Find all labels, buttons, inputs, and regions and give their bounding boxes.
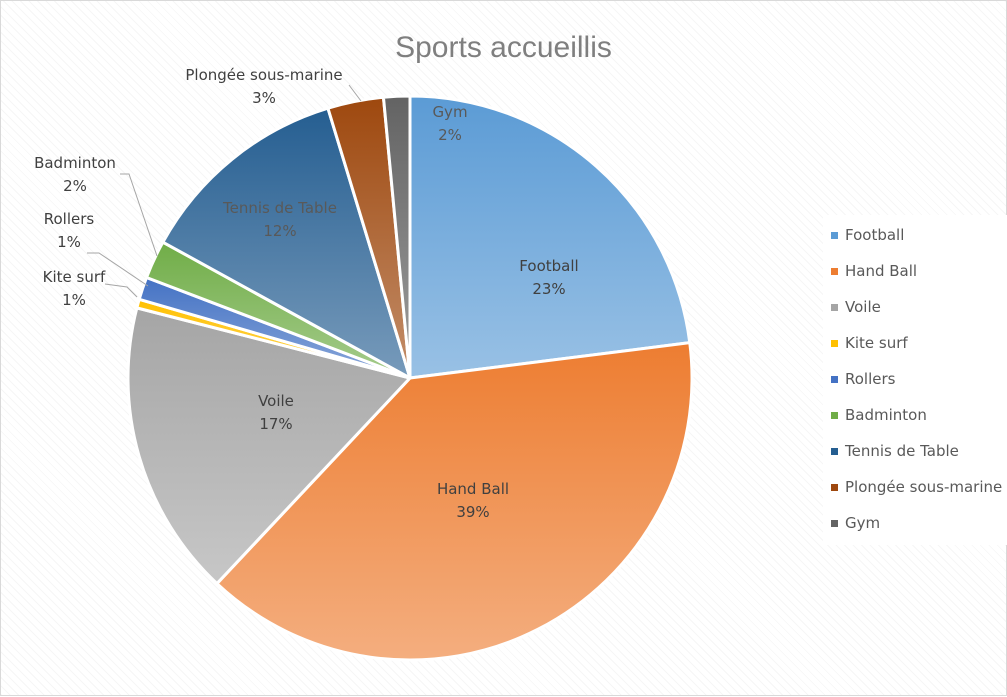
legend-item-badminton: Badminton xyxy=(831,405,927,425)
legend-label: Hand Ball xyxy=(845,262,918,280)
legend-label: Rollers xyxy=(845,370,896,388)
data-label-category: Gym xyxy=(432,103,467,121)
data-label-category: Rollers xyxy=(44,210,95,228)
chart-legend: Football Hand Ball Voile Kite surf Rollers Ba… xyxy=(823,215,1007,545)
legend-item-gym: Gym xyxy=(831,513,880,533)
data-label-percent: 1% xyxy=(62,291,86,309)
legend-item-rollers: Rollers xyxy=(831,369,895,389)
legend-swatch xyxy=(831,375,838,383)
data-label-plongee-sous-marine: Plongée sous-marine 3% xyxy=(185,66,342,107)
legend-swatch xyxy=(831,519,838,527)
data-label-category: Voile xyxy=(258,392,294,410)
pie-slice-voile xyxy=(126,306,412,586)
leader-line-rollers xyxy=(87,252,149,287)
data-label-category: Plongée sous-marine xyxy=(185,66,342,84)
legend-label: Plongée sous-marine xyxy=(845,478,1003,496)
pie-slice-football xyxy=(408,94,692,380)
legend-label: Gym xyxy=(845,514,881,532)
legend-swatch xyxy=(831,411,838,419)
legend-label: Tennis de Table xyxy=(845,442,959,460)
data-label-percent: 39% xyxy=(456,503,489,521)
data-label-category: Kite surf xyxy=(43,268,106,286)
legend-swatch xyxy=(831,303,838,311)
data-label-category: Tennis de Table xyxy=(222,199,337,217)
legend-item-kite-surf: Kite surf xyxy=(831,333,908,353)
data-label-category: Badminton xyxy=(34,154,116,172)
legend-label: Badminton xyxy=(845,406,927,424)
leader-line-kite-surf xyxy=(104,283,138,298)
data-label-percent: 17% xyxy=(259,415,292,433)
legend-item-hand-ball: Hand Ball xyxy=(831,261,917,281)
leader-line-badminton xyxy=(120,173,158,257)
data-label-percent: 23% xyxy=(532,280,565,298)
legend-swatch xyxy=(831,483,838,491)
data-label-rollers: Rollers 1% xyxy=(44,210,95,251)
legend-swatch xyxy=(831,339,838,347)
pie-slices xyxy=(126,94,694,662)
pie-slice-gym xyxy=(381,94,412,380)
data-label-hand-ball: Hand Ball 39% xyxy=(437,480,509,521)
data-label-category: Football xyxy=(519,257,578,275)
chart-title: Sports accueillis xyxy=(395,31,612,64)
data-label-voile: Voile 17% xyxy=(258,392,294,433)
data-label-percent: 2% xyxy=(63,177,87,195)
pie-slice-hand-ball xyxy=(215,341,694,662)
data-label-category: Hand Ball xyxy=(437,480,509,498)
data-label-percent: 3% xyxy=(252,89,276,107)
legend-swatch xyxy=(831,231,838,239)
data-labels: Football 23% Hand Ball 39% Voile 17% Kite surf… xyxy=(34,66,579,521)
data-label-percent: 2% xyxy=(438,126,462,144)
data-label-percent: 12% xyxy=(263,222,296,240)
data-label-percent: 1% xyxy=(57,233,81,251)
legend-label: Football xyxy=(845,226,905,244)
legend-item-plongee-sous-marine: Plongée sous-marine xyxy=(831,477,1002,497)
data-label-badminton: Badminton 2% xyxy=(34,154,116,195)
legend-label: Kite surf xyxy=(845,334,908,352)
legend-item-tennis-de-table: Tennis de Table xyxy=(831,441,959,461)
data-label-tennis-de-table: Tennis de Table 12% xyxy=(222,199,337,240)
legend-swatch xyxy=(831,267,838,275)
data-label-gym: Gym 2% xyxy=(432,103,467,144)
legend-swatch xyxy=(831,447,838,455)
leader-line-plongee-sous-marine xyxy=(348,84,362,102)
data-label-football: Football 23% xyxy=(519,257,578,298)
leader-lines xyxy=(87,84,362,298)
legend-label: Voile xyxy=(845,298,881,316)
legend-item-voile: Voile xyxy=(831,297,881,317)
legend-item-football: Football xyxy=(831,225,904,245)
data-label-kite-surf: Kite surf 1% xyxy=(43,268,106,309)
